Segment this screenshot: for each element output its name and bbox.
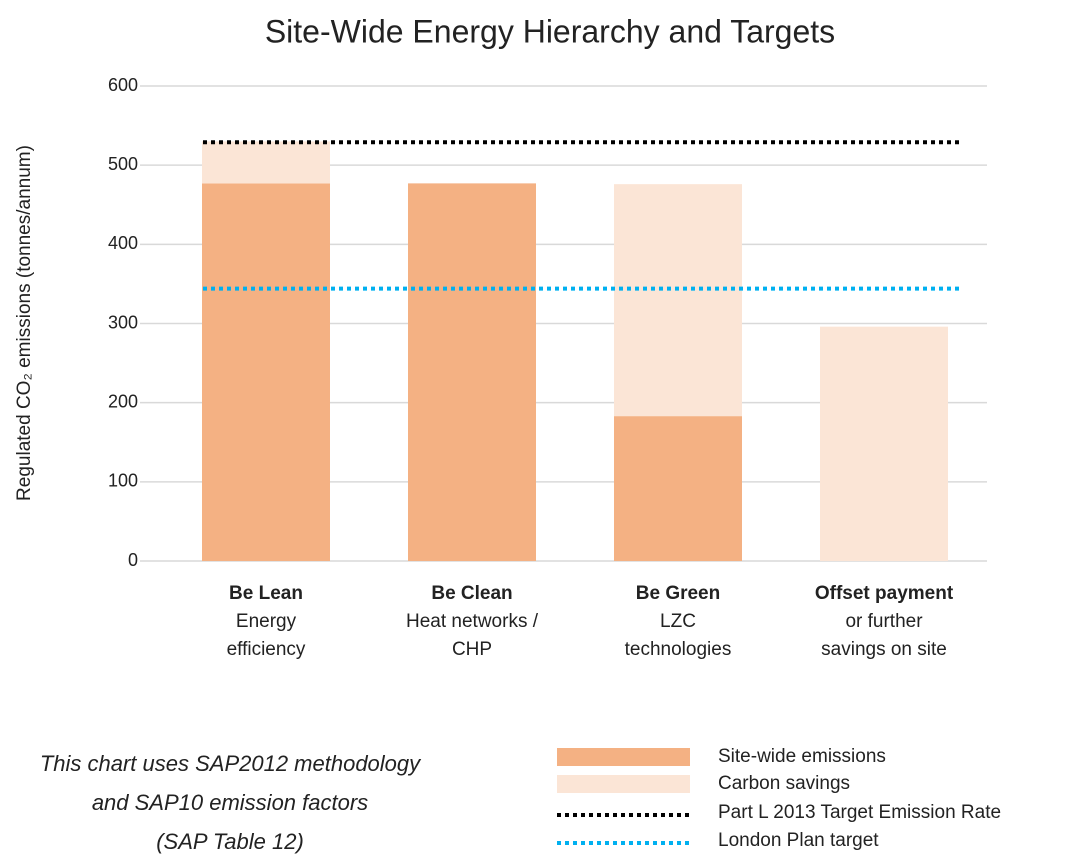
y-tick-label: 600: [108, 75, 138, 95]
chart-title: Site-Wide Energy Hierarchy and Targets: [265, 13, 835, 49]
note: and SAP10 emission factors: [92, 790, 368, 815]
y-tick-label: 0: [128, 550, 138, 570]
x-tick-description: efficiency: [227, 639, 306, 660]
x-tick-description: LZC: [660, 611, 696, 632]
x-tick-description: savings on site: [821, 639, 947, 660]
y-tick-label: 500: [108, 154, 138, 174]
x-tick-description: CHP: [452, 639, 492, 660]
x-tick-description: or further: [845, 611, 923, 632]
legend-label: Carbon savings: [718, 773, 850, 794]
note: This chart uses SAP2012 methodology: [40, 751, 422, 776]
x-tick-label: Offset payment: [815, 583, 954, 604]
legend-label: Site-wide emissions: [718, 746, 886, 767]
y-tick-label: 100: [108, 471, 138, 491]
x-tick-description: Heat networks /: [406, 611, 539, 632]
bar-segment: [408, 183, 536, 561]
bar-segment: [614, 184, 742, 417]
x-tick-label: Be Clean: [431, 583, 512, 604]
y-tick-label: 400: [108, 233, 138, 253]
x-tick-label: Be Lean: [229, 583, 303, 604]
y-axis-label: Regulated CO₂ emissions (tonnes/annum): [14, 145, 35, 501]
y-tick-label: 300: [108, 312, 138, 332]
x-tick-description: Energy: [236, 611, 297, 632]
bar-segment: [202, 141, 330, 184]
x-tick-description: technologies: [625, 639, 732, 660]
x-tick-label: Be Green: [636, 583, 720, 604]
legend-swatch: [557, 775, 690, 793]
legend-label: Part L 2013 Target Emission Rate: [718, 802, 1001, 823]
bar-segment: [202, 183, 330, 561]
bar-segment: [820, 326, 948, 561]
y-tick-label: 200: [108, 391, 138, 411]
bar-segment: [614, 416, 742, 561]
note: (SAP Table 12): [156, 829, 304, 854]
legend-label: London Plan target: [718, 830, 879, 851]
legend-swatch: [557, 748, 690, 766]
